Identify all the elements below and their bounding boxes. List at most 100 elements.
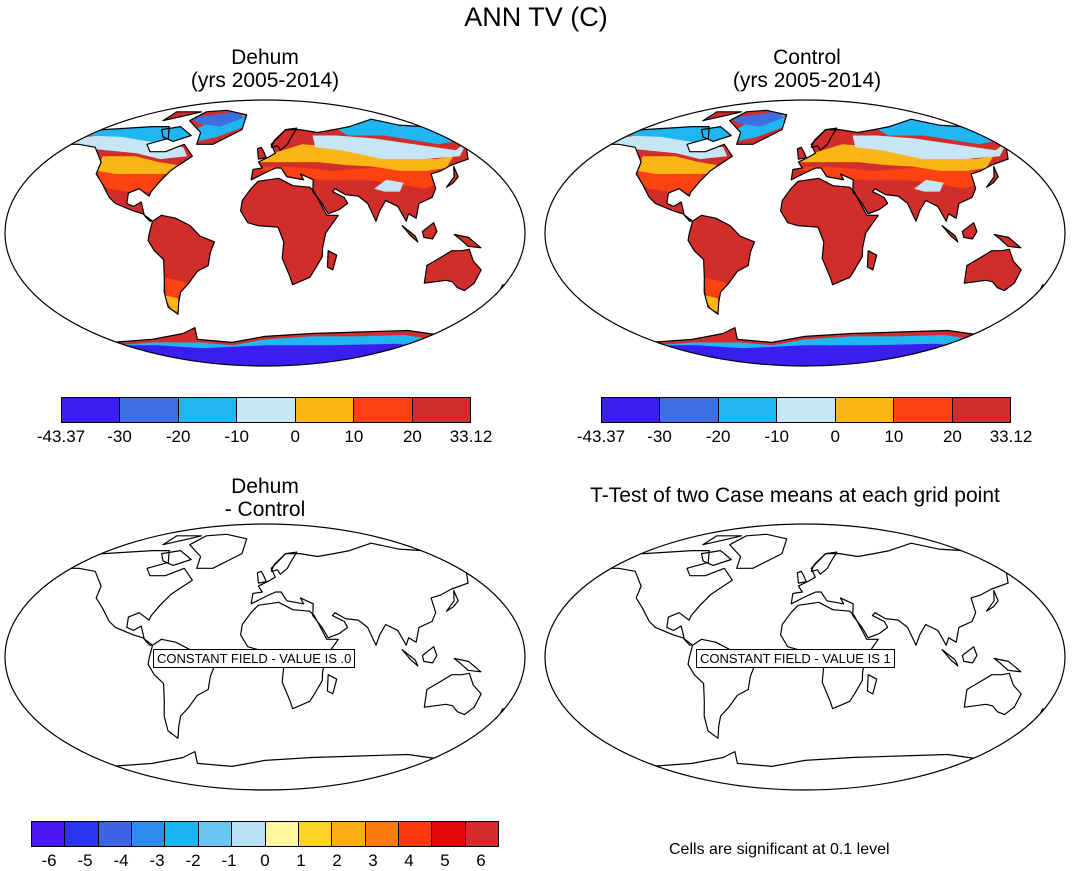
colorbar-cell: [120, 398, 179, 422]
colorbar-cell: [295, 398, 355, 422]
colorbar-cell: [777, 398, 836, 422]
main-title: ANN TV (C): [464, 2, 608, 32]
coastline-japan: [985, 589, 999, 612]
coastline-newguinea: [993, 233, 1022, 249]
coastline-madagascar: [866, 250, 878, 271]
colorbar-tick-label: 6: [476, 851, 486, 870]
panel-title-line1: Dehum: [231, 475, 299, 498]
coastline-baffin: [701, 550, 732, 567]
coastline-scandinavia: [270, 551, 298, 575]
map-border: [544, 523, 1066, 791]
temperature-zone-warm_sa: [704, 277, 729, 298]
panel-title-line2: (yrs 2005-2014): [732, 69, 882, 92]
temperature-zone-mild_ea: [798, 144, 994, 171]
map-land-layer: [59, 533, 510, 790]
colorbar-cell: [602, 398, 661, 422]
colorbar-cell: [465, 822, 499, 846]
coastline-uk: [256, 570, 267, 584]
colorbar-cell: [952, 398, 1010, 422]
temperature-zone-mild_ea: [258, 144, 454, 171]
map-control: [544, 99, 1066, 367]
coastline-newguinea: [453, 657, 482, 673]
colorbar-tick-label: 10: [344, 427, 364, 446]
land-fill-newguinea: [994, 234, 1021, 248]
colorbar-cell: [365, 822, 399, 846]
colorbar-cell: [412, 398, 470, 422]
coastline-eurasia: [250, 542, 487, 646]
colorbar-tick-label: 20: [942, 427, 962, 446]
coastline-samerica: [687, 214, 756, 315]
colorbar-cell: [232, 822, 266, 846]
colorbar-cell: [132, 822, 166, 846]
colorbar-cell: [718, 398, 778, 422]
colorbar-cell: [178, 398, 238, 422]
temperature-zone-cool_ea: [872, 119, 1011, 145]
coastline-madagascar: [326, 250, 338, 271]
colorbar-cell: [354, 398, 413, 422]
colorbar-tick-label: 0: [260, 851, 270, 870]
colorbar-cell: [894, 398, 953, 422]
colorbar-tick-label: -3: [149, 851, 165, 870]
colorbar-tick-label: 5: [440, 851, 450, 870]
colorbar-tick-label: 20: [402, 427, 422, 446]
land-fill-japan: [986, 166, 999, 188]
temperature-zone-warm_na: [97, 170, 163, 192]
coastline-japan: [445, 589, 459, 612]
coastline-namerica: [59, 126, 193, 222]
map-border: [4, 523, 526, 791]
colorbar-tick-label: 1: [296, 851, 306, 870]
temperature-zone-cool_ea: [332, 119, 471, 145]
coastline-namerica: [599, 550, 733, 646]
coastline-ellesmere: [162, 535, 203, 546]
colorbar-tick-label: -5: [77, 851, 93, 870]
coastline-australia: [963, 248, 1022, 292]
panel-title-line1: Dehum: [231, 46, 299, 69]
map-border: [4, 99, 526, 367]
temperature-zone-mild_na: [97, 156, 177, 174]
coastline-africa: [240, 177, 339, 286]
colorbar-tick-label: -20: [165, 427, 191, 446]
colorbar-tick-label: -1: [221, 851, 237, 870]
coastline-baffin: [701, 126, 732, 143]
colorbar-cell: [265, 822, 299, 846]
colorbar-cell: [432, 822, 466, 846]
coastline-japan: [445, 165, 459, 188]
colorbar-tick-label: -43.37: [576, 427, 626, 446]
colorbar-tick-label: 33.12: [449, 427, 493, 446]
colorbar-cell: [835, 398, 895, 422]
colorbar-tick-label: -20: [705, 427, 731, 446]
coastline-sumatra: [401, 224, 419, 243]
temperature-zone-cold_n: [189, 111, 245, 127]
colorbar-tick-label: 10: [884, 427, 904, 446]
coastline-africa: [780, 177, 879, 286]
coastline-greenland: [189, 109, 248, 145]
significance-note: Cells are significant at 0.1 level: [669, 841, 890, 858]
colorbar-cell: [98, 822, 133, 846]
coastline-borneo: [961, 646, 978, 664]
coastline-baffin: [161, 126, 192, 143]
colorbar-tick-label: 0: [830, 427, 841, 446]
land-fill-australia: [424, 249, 482, 291]
temperature-zone-cold_n: [729, 111, 785, 127]
colorbar-tick-label: 33.12: [989, 427, 1033, 446]
temperature-zone-mild_sa: [163, 295, 181, 313]
panel-title-control: Control (yrs 2005-2014): [582, 46, 1032, 92]
colorbar-cell: [198, 822, 233, 846]
colorbar-cell: [398, 822, 433, 846]
land-fill-borneo: [422, 222, 437, 239]
coastline-sumatra: [941, 648, 959, 667]
colorbar-tick-label: 4: [404, 851, 414, 870]
colorbar-tick-label: -4: [113, 851, 129, 870]
temperature-zone-mild_sa: [703, 295, 721, 313]
coastline-eurasia: [250, 118, 487, 222]
land-fill-africa: [780, 178, 879, 285]
constant-field-label: CONSTANT FIELD - VALUE IS 1: [696, 649, 895, 668]
coastline-uk: [256, 146, 267, 160]
coastline-australia: [423, 248, 482, 292]
colorbar-tick-label: 3: [368, 851, 378, 870]
coastline-greenland: [729, 109, 788, 145]
coastline-australia: [423, 672, 482, 716]
colorbar-tick-label: -30: [107, 427, 132, 446]
coastline-newguinea: [453, 233, 482, 249]
coastline-uk: [796, 146, 807, 160]
